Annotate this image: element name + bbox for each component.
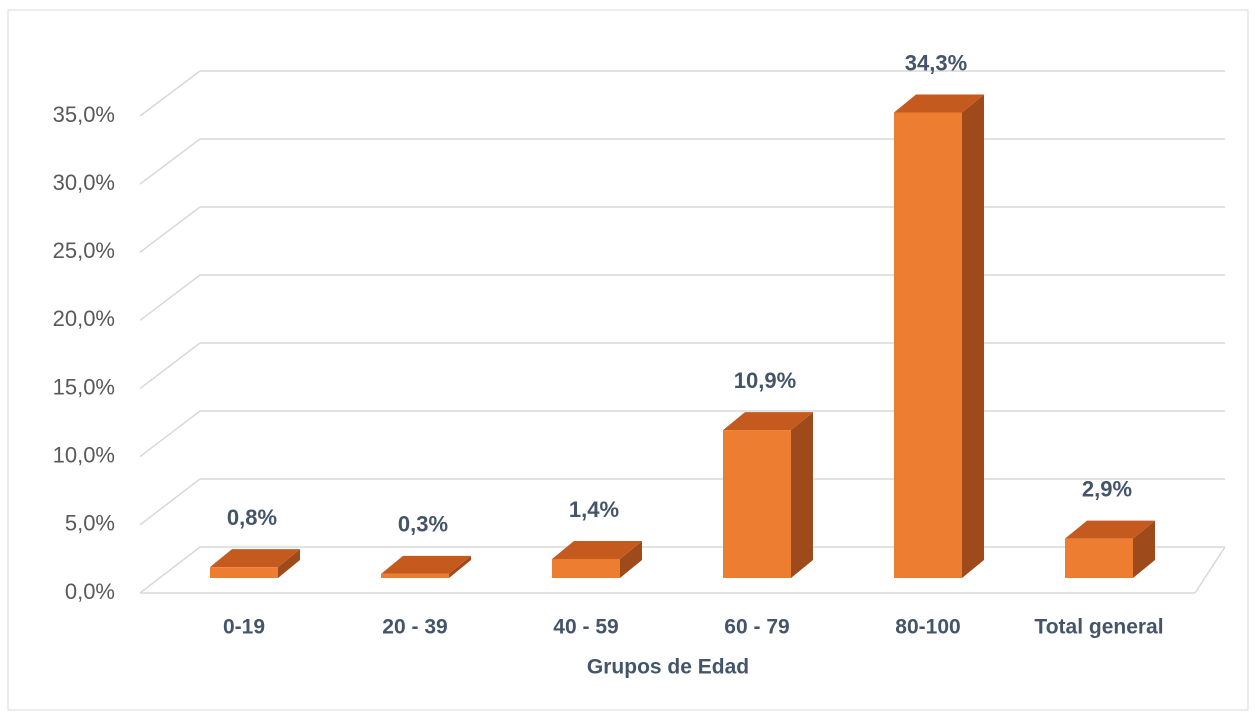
bar-top — [210, 549, 300, 568]
x-tick-label: 60 - 79 — [724, 616, 789, 639]
y-tick-label: 30,0% — [53, 170, 115, 195]
bar-side — [278, 549, 300, 578]
bar-side — [1133, 520, 1155, 578]
grid-line — [139, 206, 201, 253]
chart-border — [7, 9, 1249, 711]
bar — [1065, 538, 1133, 578]
data-label: 2,9% — [1082, 476, 1132, 501]
x-tick-label: 20 - 39 — [382, 616, 447, 639]
x-axis-title: Grupos de Edad — [587, 656, 749, 679]
bar-top — [1065, 520, 1155, 539]
data-label: 34,3% — [905, 50, 967, 75]
grid-line — [139, 70, 201, 117]
bar-top — [552, 541, 642, 559]
bar — [552, 559, 620, 578]
x-tick-label: 40 - 59 — [553, 616, 618, 639]
x-tick-label: Total general — [1034, 616, 1163, 639]
bar-top — [381, 555, 471, 574]
grid-line — [139, 546, 201, 594]
bar-top — [894, 94, 984, 113]
bar-side — [620, 541, 642, 578]
bar-side — [962, 94, 984, 578]
y-tick-label: 35,0% — [53, 102, 115, 127]
x-tick-label: 0-19 — [223, 616, 265, 639]
y-tick-label: 15,0% — [53, 374, 115, 399]
data-label: 10,9% — [734, 368, 796, 393]
grid-line — [139, 274, 201, 322]
bar-top — [723, 412, 813, 431]
grid-line — [139, 342, 201, 390]
grid-line — [139, 478, 201, 526]
grid-line — [139, 138, 201, 185]
x-tick-label: 80-100 — [895, 616, 960, 639]
y-tick-label: 0,0% — [65, 579, 115, 604]
y-tick-label: 10,0% — [53, 443, 115, 468]
y-tick-label: 5,0% — [65, 511, 115, 536]
grid-line — [139, 410, 201, 458]
bar — [381, 573, 449, 578]
y-tick-label: 20,0% — [53, 306, 115, 331]
bar — [894, 112, 962, 578]
bar-side — [449, 555, 471, 578]
bar — [210, 567, 278, 578]
data-label: 0,3% — [398, 512, 448, 537]
bar — [723, 430, 791, 578]
data-label: 0,8% — [227, 505, 277, 530]
y-tick-label: 25,0% — [53, 238, 115, 263]
data-label: 1,4% — [569, 497, 619, 522]
floor-line — [1194, 546, 1226, 594]
bar-side — [791, 412, 813, 578]
